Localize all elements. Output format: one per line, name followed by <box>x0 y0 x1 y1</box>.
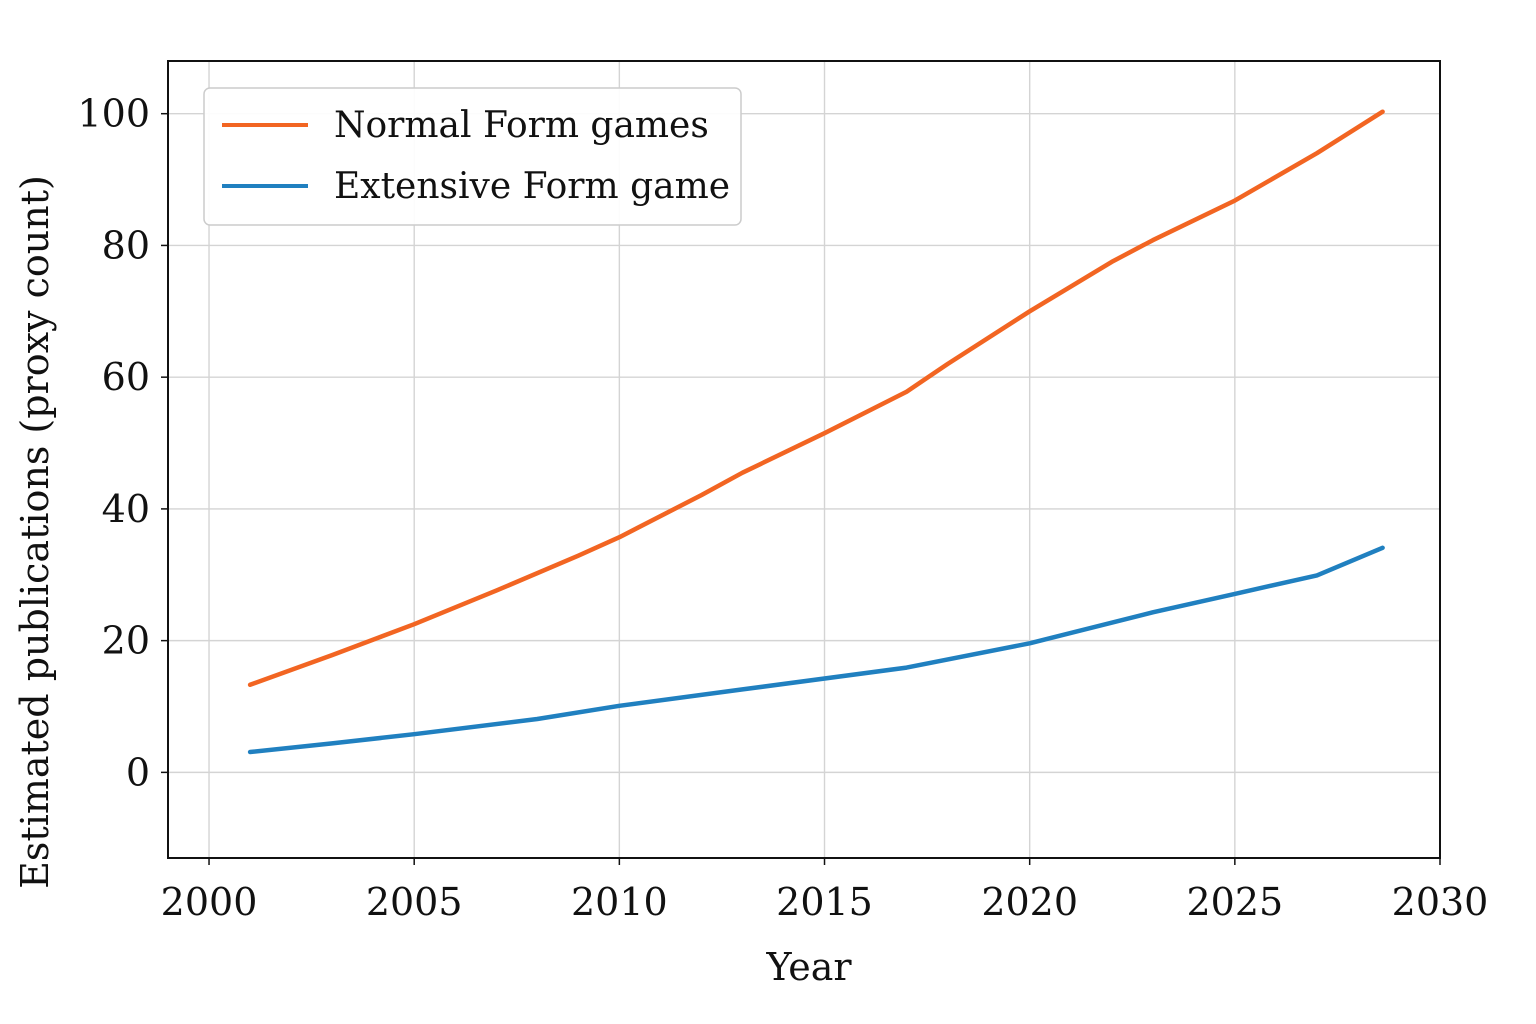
y-tick-label: 100 <box>77 92 150 136</box>
x-tick-label: 2010 <box>571 880 668 924</box>
tick-labels: 2000 2005 2010 2015 2020 2025 2030 0 20 40 60 80 100 <box>77 92 1488 924</box>
series-line-0 <box>247 109 1385 688</box>
x-tick-label: 2005 <box>366 880 463 924</box>
legend-box <box>203 87 742 226</box>
x-tick-label: 2030 <box>1392 880 1489 924</box>
y-tick-label: 0 <box>126 750 150 794</box>
x-tick-label: 2000 <box>161 880 258 924</box>
x-tick-label: 2015 <box>776 880 873 924</box>
x-tick-label: 2025 <box>1186 880 1283 924</box>
legend-label-normal-form: Normal Form games <box>334 105 709 146</box>
x-axis-label: Year <box>765 945 852 989</box>
x-tick-label: 2020 <box>981 880 1078 924</box>
plot-frame <box>167 60 1441 859</box>
y-tick-label: 20 <box>102 619 150 663</box>
legend: Normal Form games Extensive Form game <box>203 87 742 226</box>
series-line-1 <box>247 545 1385 755</box>
series-lines <box>247 109 1385 755</box>
y-tick-label: 40 <box>102 487 150 531</box>
y-tick-label: 80 <box>102 223 150 267</box>
y-axis-label: Estimated publications (proxy count) <box>13 175 57 889</box>
legend-label-extensive-form: Extensive Form game <box>334 166 730 207</box>
y-tick-label: 60 <box>102 355 150 399</box>
